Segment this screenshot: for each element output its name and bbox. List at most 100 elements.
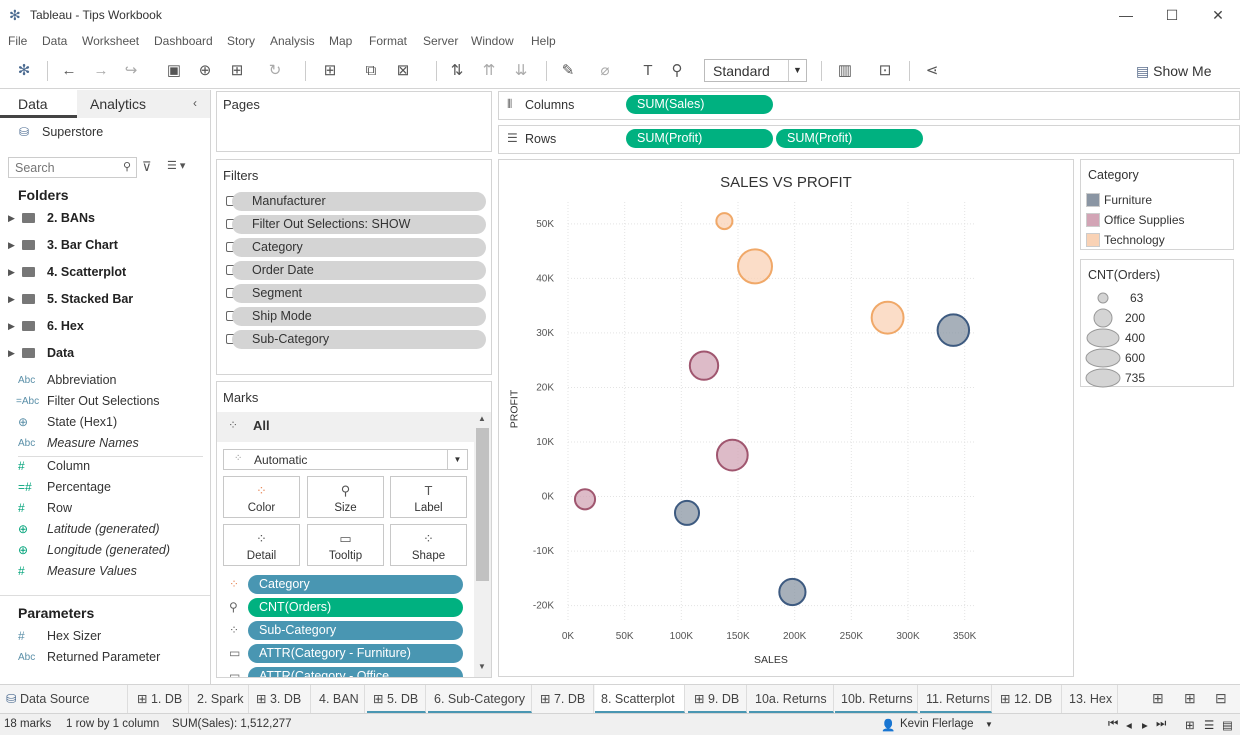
share-icon[interactable]: ⋖ (925, 62, 939, 79)
size-button[interactable]: ⚲ Size (307, 476, 384, 518)
sheet-tab[interactable]: 4. BAN (313, 685, 365, 713)
sheet-tab[interactable]: ⊞ 1. DB (131, 685, 189, 713)
color-button[interactable]: ⁘ Color (223, 476, 300, 518)
close-button[interactable]: ✕ (1212, 7, 1224, 23)
menu-story[interactable]: Story (227, 34, 256, 48)
shape-button[interactable]: ⁘ Shape (390, 524, 467, 566)
label-text-icon[interactable]: T (643, 62, 653, 79)
folder-item[interactable]: ▶ 6. Hex (0, 313, 210, 339)
sort-ascending-icon[interactable]: ⇈ (482, 62, 496, 79)
sheet-tab[interactable]: 10b. Returns (835, 685, 918, 713)
sheet-tab[interactable]: ⊞ 5. DB (367, 685, 426, 713)
presentation-icon[interactable]: ⊡ (878, 62, 892, 79)
menu-file[interactable]: File (8, 34, 28, 48)
sheet-tab[interactable]: ⊞ 9. DB (688, 685, 747, 713)
marks-field-pill[interactable]: Sub-Category (248, 621, 463, 640)
new-worksheet-icon[interactable]: ⊞ (323, 62, 337, 79)
search-field[interactable]: ⚲ (8, 157, 137, 178)
grid-view-icon[interactable]: ⊞ (1185, 720, 1195, 732)
highlight-icon[interactable]: ✎ (561, 62, 575, 79)
rows-pill[interactable]: SUM(Profit) (626, 129, 773, 148)
folder-item[interactable]: ▶ 3. Bar Chart (0, 232, 210, 258)
last-sheet-icon[interactable]: ⏭ (1156, 718, 1167, 730)
redo-icon[interactable]: → (93, 62, 109, 79)
field-item[interactable]: # Row (0, 498, 210, 519)
tab-data-source[interactable]: ⛁ Data Source (0, 685, 128, 713)
user-name[interactable]: Kevin Flerlage (900, 718, 974, 730)
chevron-down-icon[interactable]: ▼ (985, 720, 993, 729)
menu-format[interactable]: Format (369, 34, 408, 48)
filter-pill[interactable]: Filter Out Selections: SHOW (232, 215, 486, 234)
tableau-home-icon[interactable]: ✻ (17, 62, 31, 79)
legend-item[interactable]: Office Supplies (1086, 210, 1231, 230)
minimize-button[interactable]: — (1119, 7, 1133, 23)
marks-all-row[interactable] (217, 412, 474, 442)
save-icon[interactable]: ▣ (166, 62, 182, 79)
scatter-point[interactable] (778, 577, 807, 607)
search-input[interactable] (9, 158, 114, 177)
film-view-icon[interactable]: ▤ (1222, 720, 1233, 732)
menu-data[interactable]: Data (42, 34, 68, 48)
field-item[interactable]: # Measure Values (0, 561, 210, 582)
rows-pill[interactable]: SUM(Profit) (776, 129, 923, 148)
scatter-point[interactable] (715, 212, 734, 231)
filter-pill[interactable]: Ship Mode (232, 307, 486, 326)
next-sheet-icon[interactable]: ▸ (1142, 720, 1148, 732)
field-item[interactable]: =Abc Filter Out Selections (0, 391, 210, 412)
sheet-tab[interactable]: ⊞ 7. DB (534, 685, 594, 713)
marks-field-pill[interactable]: CNT(Orders) (248, 598, 463, 617)
new-story-icon[interactable]: ⊟ (1215, 690, 1227, 706)
sheet-tab[interactable]: 2. Spark (191, 685, 249, 713)
prev-sheet-icon[interactable]: ◂ (1126, 720, 1132, 732)
swap-axes-icon[interactable]: ⇅ (450, 62, 464, 79)
tooltip-button[interactable]: ▭ Tooltip (307, 524, 384, 566)
filter-pill[interactable]: Order Date (232, 261, 486, 280)
pause-updates-icon[interactable]: ⊞ (230, 62, 244, 79)
pages-shelf[interactable]: Pages (216, 91, 492, 152)
marks-scrollbar[interactable]: ▲ ▼ (474, 412, 491, 677)
marks-field-pill[interactable]: ATTR(Category - Furniture) (248, 644, 463, 663)
scroll-down-icon[interactable]: ▼ (478, 662, 486, 671)
undo-icon[interactable]: ← (61, 62, 77, 79)
show-me-button[interactable]: ▤ Show Me (1136, 60, 1211, 82)
mark-type-dropdown[interactable]: ⁘ Automatic ▼ (223, 449, 468, 470)
folder-item[interactable]: ▶ 5. Stacked Bar (0, 286, 210, 312)
scatter-point[interactable] (573, 488, 597, 511)
group-icon[interactable]: ⌀ (600, 62, 610, 79)
menu-server[interactable]: Server (423, 34, 459, 48)
filter-fields-icon[interactable]: ⊽ (142, 159, 152, 174)
legend-item[interactable]: Furniture (1086, 190, 1231, 210)
menu-analysis[interactable]: Analysis (270, 34, 315, 48)
scatter-chart[interactable]: 0K 50K 100K 150K 200K 250K 300K 350K -20K -10K 0K 1… (499, 160, 1073, 676)
filter-pill[interactable]: Sub-Category (232, 330, 486, 349)
menu-map[interactable]: Map (329, 34, 353, 48)
sheet-tab-active[interactable]: 8. Scatterplot (595, 685, 685, 713)
filter-pill[interactable]: Category (232, 238, 486, 257)
new-worksheet-icon[interactable]: ⊞ (1152, 690, 1164, 706)
field-item[interactable]: ⊕ Latitude (generated) (0, 519, 210, 540)
scatter-point[interactable] (737, 248, 773, 285)
color-legend[interactable]: Category Furniture Office Supplies Techn… (1080, 159, 1234, 250)
field-item[interactable]: # Column (0, 456, 210, 477)
field-item[interactable]: ⊕ Longitude (generated) (0, 540, 210, 561)
label-button[interactable]: T Label (390, 476, 467, 518)
duplicate-sheet-icon[interactable]: ⧉ (365, 62, 377, 79)
scatter-point[interactable] (715, 438, 749, 472)
field-item[interactable]: ⊕ State (Hex1) (0, 412, 210, 433)
scatter-point[interactable] (870, 300, 905, 335)
datasource-name[interactable]: Superstore (42, 125, 104, 139)
columns-pill[interactable]: SUM(Sales) (626, 95, 773, 114)
fit-dropdown[interactable]: Standard ▼ (704, 59, 807, 82)
legend-item[interactable]: Technology (1086, 230, 1231, 250)
parameter-item[interactable]: Abc Returned Parameter (0, 647, 210, 668)
scroll-thumb[interactable] (476, 428, 489, 581)
maximize-button[interactable]: ☐ (1165, 7, 1179, 23)
tab-data[interactable]: Data (0, 90, 77, 118)
sheet-tab[interactable]: 11. Returns (920, 685, 992, 713)
tab-analytics[interactable]: Analytics (77, 90, 210, 118)
first-sheet-icon[interactable]: ⏮ (1108, 718, 1119, 730)
menu-help[interactable]: Help (531, 34, 556, 48)
field-item[interactable]: Abc Measure Names (0, 433, 210, 454)
replay-icon[interactable]: ↪ (124, 62, 138, 79)
sheet-tab[interactable]: ⊞ 3. DB (250, 685, 311, 713)
